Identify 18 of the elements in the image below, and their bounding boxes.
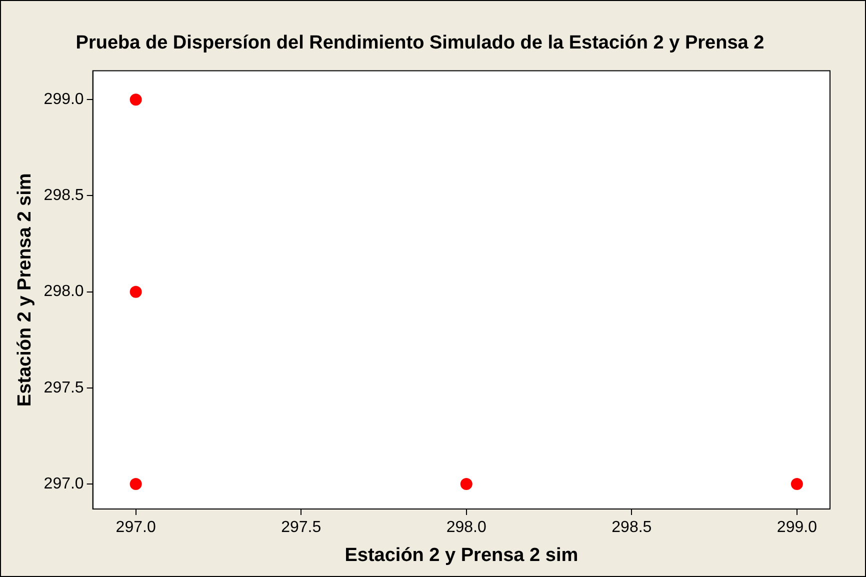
x-tick-label: 297.0 — [116, 519, 156, 536]
point — [130, 286, 142, 298]
y-tick-label: 298.5 — [44, 187, 84, 204]
x-tick-label: 299.0 — [776, 519, 818, 536]
x-tick-label: 298.0 — [446, 519, 486, 536]
point — [130, 94, 142, 106]
y-tick-label: 297.5 — [44, 379, 84, 396]
chart-title: Prueba de Dispersíon del Rendimiento Simulado de la Estación 2 y Prensa 2 — [76, 32, 764, 54]
y-tick-label: 297.0 — [44, 475, 84, 492]
x-axis-title: Estación 2 y Prensa 2 sim — [344, 544, 578, 566]
x-tick-label: 297.5 — [281, 519, 322, 536]
y-axis-title: Estación 2 y Prensa 2 sim — [14, 173, 36, 407]
point — [460, 478, 472, 490]
y-tick-label: 298.0 — [44, 283, 84, 300]
point — [790, 478, 803, 490]
point — [130, 478, 142, 490]
x-tick-label: 298.5 — [612, 519, 652, 536]
y-tick-label: 299.0 — [44, 91, 84, 108]
